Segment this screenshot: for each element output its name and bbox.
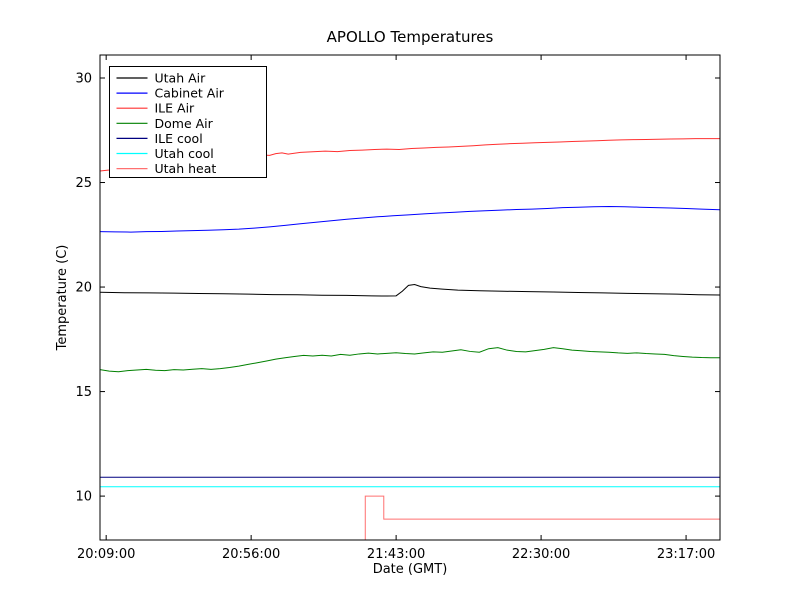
series-line-cabinet-air bbox=[99, 206, 721, 233]
series-line-utah-heat bbox=[364, 495, 720, 540]
y-tick-label: 10 bbox=[75, 490, 92, 505]
legend-label-dome-air: Dome Air bbox=[155, 116, 214, 131]
legend-label-ile-air: ILE Air bbox=[155, 101, 196, 116]
x-tick-label: 23:17:00 bbox=[657, 547, 715, 562]
x-tick-label: 22:30:00 bbox=[512, 547, 570, 562]
series-line-utah-air bbox=[99, 284, 721, 297]
x-axis-label: Date (GMT) bbox=[372, 562, 448, 577]
y-tick-label: 25 bbox=[75, 176, 92, 191]
legend-label-cabinet-air: Cabinet Air bbox=[155, 86, 225, 101]
plot-border bbox=[99, 54, 721, 541]
y-tick-label: 30 bbox=[75, 71, 92, 86]
y-tick-label: 20 bbox=[75, 281, 92, 296]
x-tick-label: 20:09:00 bbox=[77, 547, 135, 562]
x-tick-label: 21:43:00 bbox=[367, 547, 425, 562]
y-tick-label: 15 bbox=[75, 385, 92, 400]
legend-box bbox=[109, 66, 267, 178]
legend-label-utah-heat: Utah heat bbox=[155, 161, 217, 176]
legend-label-ile-cool: ILE cool bbox=[155, 131, 203, 146]
legend-label-utah-cool: Utah cool bbox=[155, 146, 214, 161]
legend-label-utah-air: Utah Air bbox=[155, 71, 207, 86]
series-line-dome-air bbox=[99, 347, 720, 373]
x-tick-label: 20:56:00 bbox=[222, 547, 280, 562]
chart-title: APOLLO Temperatures bbox=[326, 28, 494, 46]
